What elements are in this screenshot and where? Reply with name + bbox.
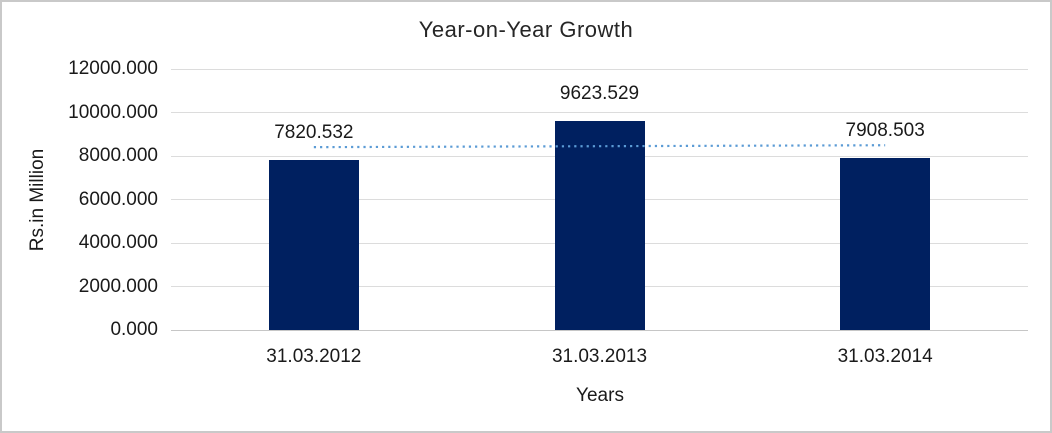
y-axis-tick-label: 10000.000 xyxy=(68,101,158,123)
chart-title: Year-on-Year Growth xyxy=(418,17,634,42)
y-axis-tick-label: 2000.000 xyxy=(78,275,158,297)
bar xyxy=(268,159,359,330)
y-axis-tick-label: 4000.000 xyxy=(78,232,158,253)
bar xyxy=(840,157,931,330)
y-axis-tick-label: 12000.000 xyxy=(68,58,158,79)
gridline xyxy=(171,68,1028,70)
x-axis-tick-label: 31.03.2013 xyxy=(551,346,648,367)
x-axis-title: Years xyxy=(576,385,624,406)
x-axis-line xyxy=(171,329,1028,331)
bar-value-label: 7908.503 xyxy=(845,119,925,141)
x-axis-tick-label: 31.03.2012 xyxy=(266,346,362,367)
y-axis-tick-label: 8000.000 xyxy=(78,145,158,166)
y-axis-tick-label: 0.000 xyxy=(110,319,158,340)
bar-value-label: 7820.532 xyxy=(274,121,354,143)
x-axis-tick-label: 31.03.2014 xyxy=(837,346,933,367)
bar xyxy=(554,120,645,330)
gridline xyxy=(171,112,1028,113)
trendline-svg xyxy=(313,144,886,149)
bar-value-label: 9623.529 xyxy=(559,82,640,104)
y-axis-tick-label: 6000.000 xyxy=(78,188,158,210)
trendline xyxy=(313,144,886,149)
